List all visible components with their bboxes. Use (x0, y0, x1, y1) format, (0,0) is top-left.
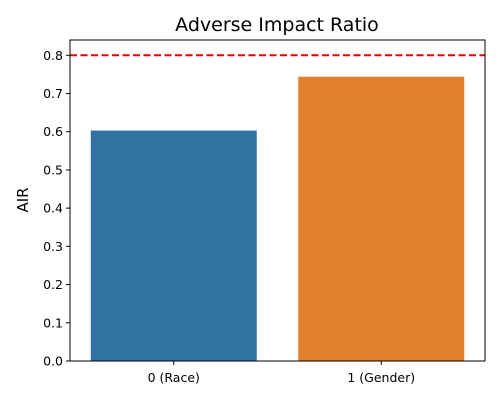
y-tick-label: 0.1 (43, 315, 63, 330)
y-tick-label: 0.4 (43, 201, 63, 216)
bar-1 (298, 76, 465, 361)
y-tick-label: 0.6 (43, 124, 63, 139)
y-tick-label: 0.3 (43, 239, 63, 254)
y-axis-label: AIR (14, 187, 32, 212)
y-tick-label: 0.2 (43, 277, 63, 292)
x-tick-label: 1 (Gender) (347, 370, 415, 385)
y-axis: 0.0 0.1 0.2 0.3 0.4 0.5 0.6 0.7 0.8 (43, 48, 70, 369)
chart-title: Adverse Impact Ratio (175, 14, 379, 36)
y-tick-label: 0.5 (43, 162, 63, 177)
y-tick-label: 0.0 (43, 354, 63, 369)
bar-0 (90, 130, 257, 361)
bars-group (90, 76, 465, 361)
x-tick-label: 0 (Race) (148, 370, 200, 385)
plot-frame (69, 39, 486, 362)
y-tick-label: 0.8 (43, 48, 63, 63)
x-axis: 0 (Race) 1 (Gender) (148, 361, 415, 385)
y-tick-label: 0.7 (43, 86, 63, 101)
